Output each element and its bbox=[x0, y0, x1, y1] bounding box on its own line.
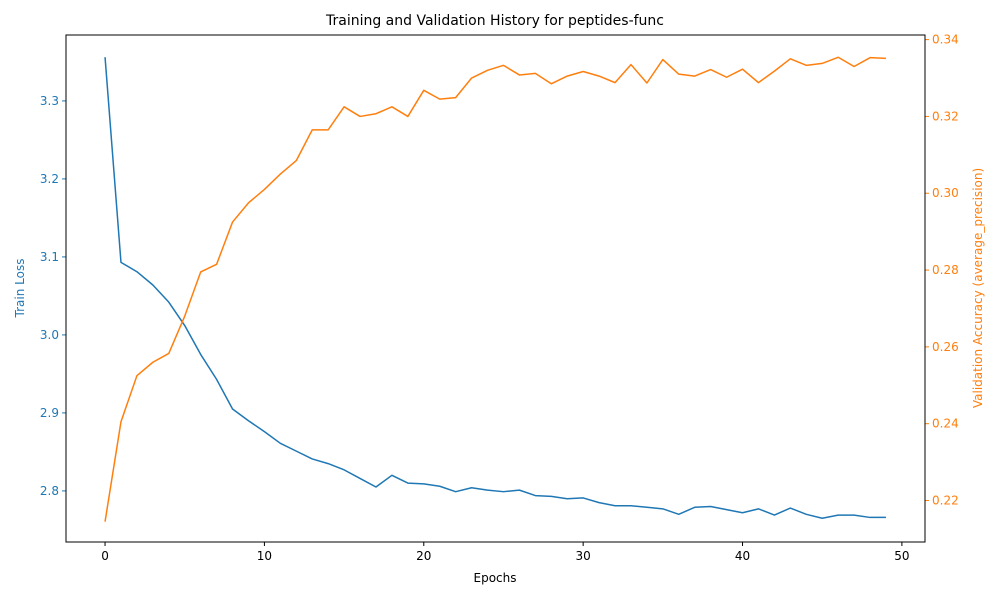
right-y-tick-label: 0.28 bbox=[932, 263, 959, 277]
right-y-tick-label: 0.24 bbox=[932, 417, 959, 431]
left-y-tick-label: 2.8 bbox=[40, 484, 59, 498]
left-y-axis-label: Train Loss bbox=[13, 259, 27, 319]
right-y-tick-label: 0.32 bbox=[932, 109, 959, 123]
right-y-tick-label: 0.26 bbox=[932, 340, 959, 354]
x-tick-label: 30 bbox=[576, 549, 591, 563]
series-layer bbox=[104, 56, 886, 522]
axes-layer: 0 10 20 30 40 50 2.8 2.9 3.0 3.1 3.2 3.3 0.22 0.24 0.2… bbox=[40, 33, 959, 563]
left-y-tick-label: 3.0 bbox=[40, 328, 59, 342]
left-y-tick-label: 2.9 bbox=[40, 406, 59, 420]
x-tick-label: 10 bbox=[257, 549, 272, 563]
x-axis-label: Epochs bbox=[474, 571, 517, 585]
x-tick-label: 50 bbox=[894, 549, 909, 563]
left-y-tick-label: 3.3 bbox=[40, 94, 59, 108]
x-tick-label: 40 bbox=[735, 549, 750, 563]
right-y-tick-label: 0.30 bbox=[932, 186, 959, 200]
x-tick-label: 0 bbox=[101, 549, 109, 563]
x-tick-label: 20 bbox=[416, 549, 431, 563]
plot-frame bbox=[65, 34, 926, 543]
validation-accuracy-line bbox=[104, 56, 886, 522]
left-y-tick-label: 3.1 bbox=[40, 250, 59, 264]
right-y-tick-label: 0.34 bbox=[932, 33, 959, 47]
right-y-tick-label: 0.22 bbox=[932, 494, 959, 508]
train-loss-line bbox=[104, 57, 886, 519]
left-y-tick-label: 3.2 bbox=[40, 172, 59, 186]
chart-title: Training and Validation History for pept… bbox=[325, 13, 664, 29]
right-y-axis-label: Validation Accuracy (average_precision) bbox=[971, 168, 985, 408]
